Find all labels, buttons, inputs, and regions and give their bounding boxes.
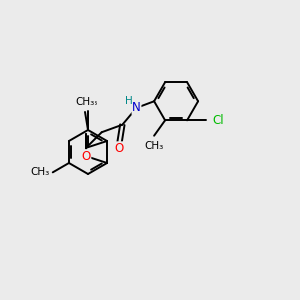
Text: CH₃: CH₃	[78, 97, 98, 107]
Text: CH₃: CH₃	[75, 97, 94, 107]
Text: O: O	[115, 142, 124, 155]
Text: CH₃: CH₃	[31, 167, 50, 177]
Text: CH₃: CH₃	[145, 141, 164, 151]
Text: N: N	[132, 101, 141, 114]
Text: Cl: Cl	[213, 114, 224, 127]
Text: H: H	[124, 96, 132, 106]
Text: O: O	[82, 150, 91, 163]
